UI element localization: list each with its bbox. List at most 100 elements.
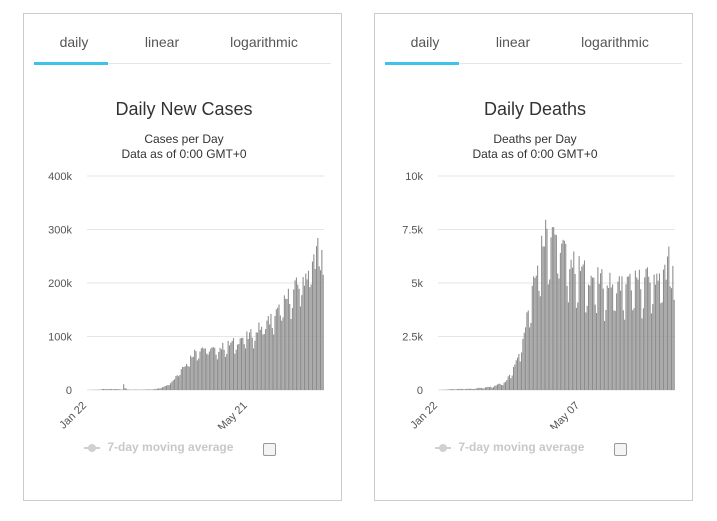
bar (157, 388, 160, 390)
bar (602, 288, 604, 390)
bar (620, 290, 622, 390)
bar (496, 384, 498, 390)
bar (617, 281, 619, 390)
tab-logarithmic[interactable]: logarithmic (581, 34, 649, 50)
moving-average-checkbox[interactable] (263, 443, 276, 456)
bar (318, 266, 320, 390)
bar (636, 277, 638, 390)
bar (598, 283, 600, 390)
bar (224, 356, 226, 390)
bar (188, 366, 190, 390)
bar (613, 310, 615, 390)
bar (211, 347, 213, 390)
bar (277, 307, 279, 390)
bar (147, 389, 149, 390)
bar (554, 234, 556, 390)
bar (626, 276, 628, 390)
bar (494, 385, 496, 390)
bar (245, 348, 247, 390)
bar (219, 347, 221, 390)
chart-subtitle: Data as of 0:00 GMT+0 (121, 147, 246, 161)
bar (483, 388, 485, 390)
bar (542, 246, 544, 390)
bar (322, 274, 324, 390)
bar (583, 260, 586, 390)
bar (191, 357, 193, 390)
bar (538, 290, 540, 390)
bar (596, 313, 598, 390)
bar (182, 366, 184, 390)
bar (119, 389, 121, 390)
bar (174, 379, 176, 390)
bar (460, 388, 462, 390)
bar (226, 354, 228, 390)
bar (467, 388, 469, 390)
bar (537, 265, 539, 390)
bar (199, 351, 201, 390)
bar (195, 351, 197, 390)
bar (665, 279, 667, 390)
bar (117, 389, 119, 390)
bar (492, 387, 494, 390)
bar (606, 285, 608, 390)
bar (307, 270, 310, 390)
bar (319, 270, 322, 390)
moving-average-legend[interactable]: 7-day moving average (84, 440, 233, 454)
bar (255, 332, 257, 390)
bar (222, 342, 224, 390)
bar (555, 235, 557, 390)
bar (302, 277, 304, 390)
bar (125, 388, 127, 390)
bar (151, 389, 153, 390)
bar (107, 389, 109, 390)
bar (176, 375, 178, 390)
bar (672, 265, 674, 390)
tab-linear[interactable]: linear (495, 34, 531, 50)
tab-linear[interactable]: linear (144, 34, 180, 50)
bar (124, 388, 126, 390)
tab-daily[interactable]: daily (410, 34, 440, 50)
bar (653, 274, 655, 390)
bar (231, 340, 233, 390)
bar (499, 383, 501, 390)
bar (253, 348, 255, 390)
bar (522, 338, 524, 390)
bar (593, 277, 595, 390)
bar (239, 338, 241, 390)
bar (266, 320, 268, 390)
bar (503, 382, 505, 390)
bar (123, 384, 125, 390)
bar (652, 304, 654, 390)
bar (585, 312, 587, 390)
bar (570, 259, 572, 390)
legend-label: 7-day moving average (458, 440, 585, 454)
bar (478, 387, 480, 390)
y-tick-label: 2.5k (402, 332, 423, 344)
bar (202, 347, 204, 390)
bar (558, 278, 560, 390)
y-tick-label: 0 (417, 385, 423, 397)
bar (273, 334, 275, 390)
bar (223, 349, 225, 390)
bar (269, 324, 271, 390)
bar (249, 332, 251, 390)
bar (208, 351, 210, 390)
bar (610, 287, 612, 390)
bar (311, 261, 314, 390)
tab-logarithmic[interactable]: logarithmic (230, 34, 298, 50)
bar (462, 388, 464, 390)
bar (586, 305, 588, 390)
bar (579, 271, 582, 390)
bar (120, 389, 122, 390)
bar (315, 246, 318, 390)
bar (164, 386, 166, 390)
tab-daily[interactable]: daily (59, 34, 89, 50)
bar (634, 270, 636, 390)
moving-average-legend[interactable]: 7-day moving average (435, 440, 584, 454)
bar (161, 387, 164, 390)
moving-average-checkbox[interactable] (614, 443, 627, 456)
bar (594, 304, 596, 390)
bar (578, 256, 580, 390)
bar (451, 389, 453, 390)
bar (515, 360, 517, 390)
